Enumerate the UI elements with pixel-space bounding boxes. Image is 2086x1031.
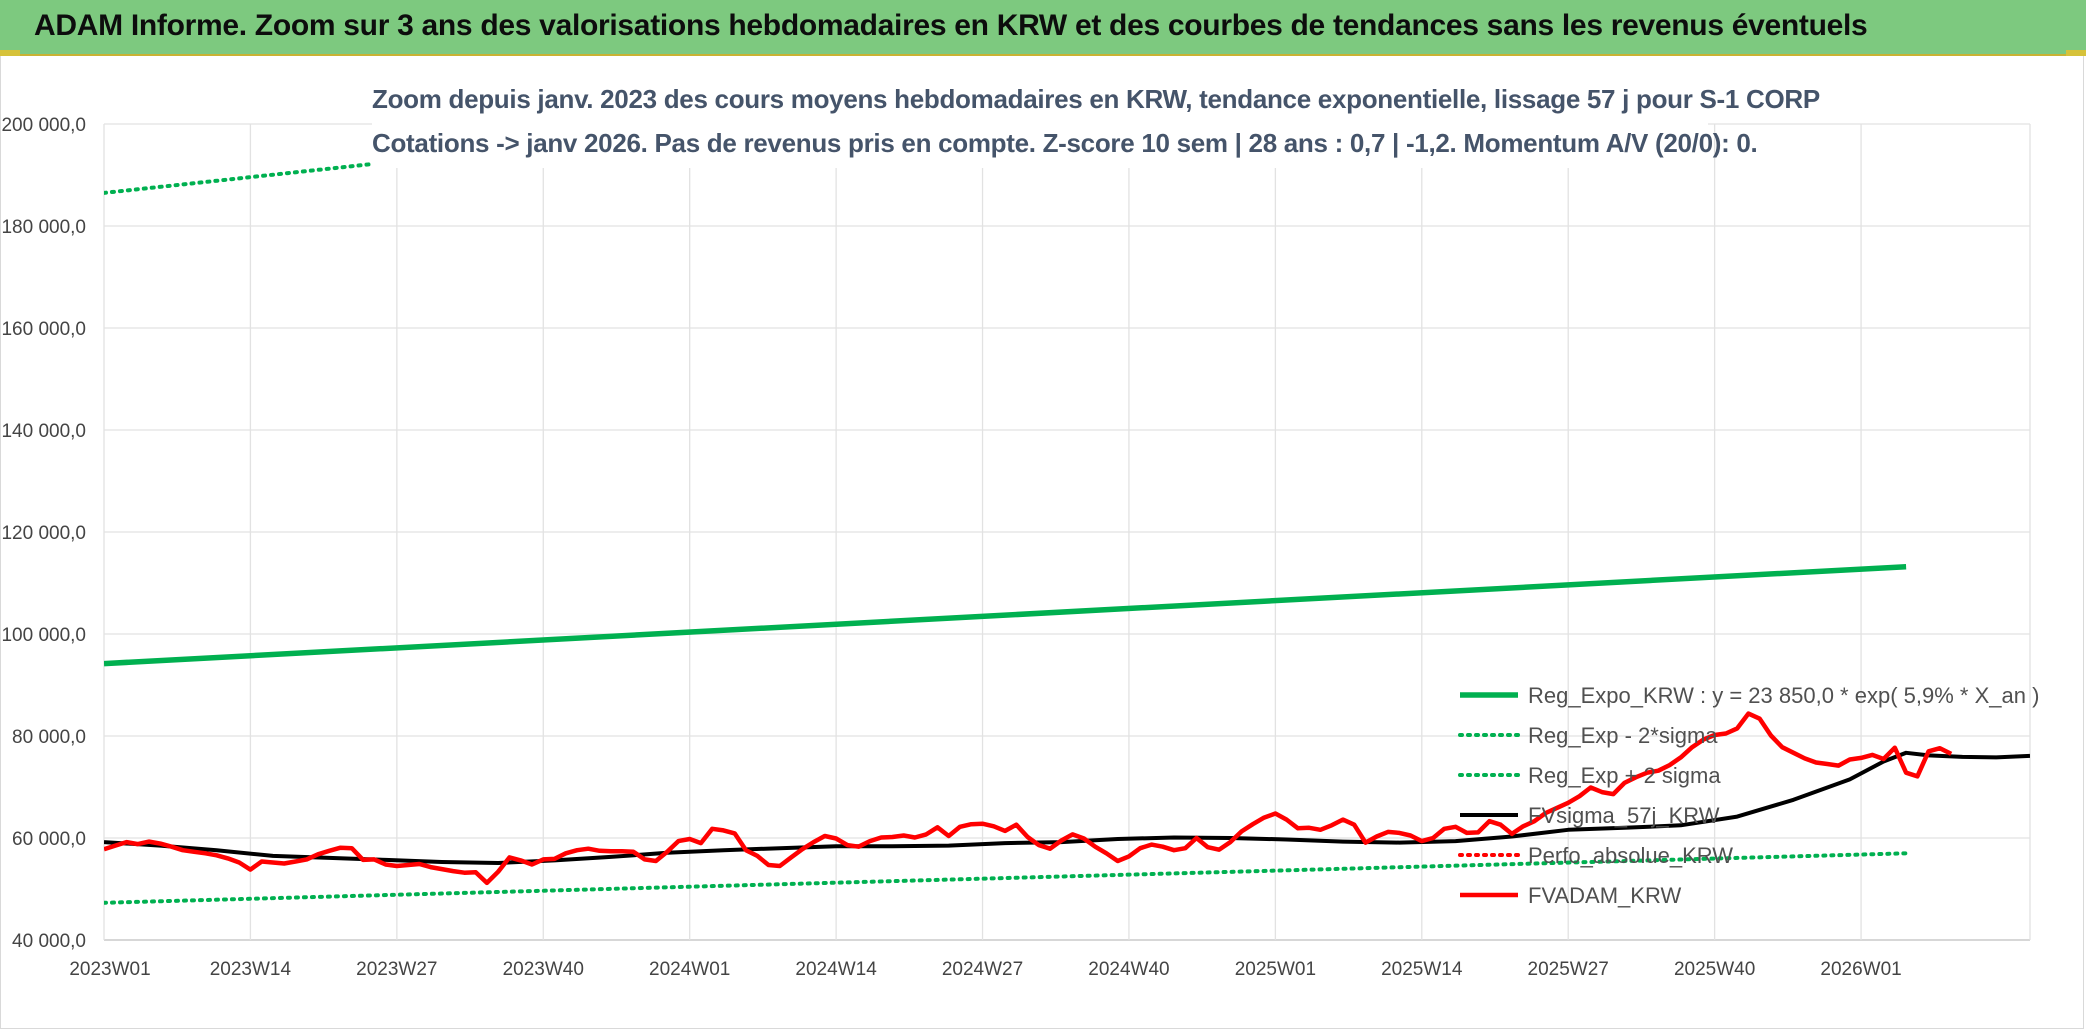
- legend-label: Reg_Expo_KRW : y = 23 850,0 * exp( 5,9% …: [1528, 683, 2039, 708]
- y-tick-label: 120 000,0: [1, 523, 86, 544]
- x-tick-label: 2025W27: [1528, 959, 1609, 980]
- legend-label: Perfo_absolue_KRW: [1528, 843, 1733, 868]
- y-tick-label: 160 000,0: [1, 319, 86, 340]
- chart-subtitle-line1: Zoom depuis janv. 2023 des cours moyens …: [372, 84, 1820, 114]
- legend-label: Reg_Exp - 2*sigma: [1528, 723, 1718, 748]
- legend-label: Reg_Exp + 2 sigma: [1528, 763, 1721, 788]
- legend-label: FVADAM_KRW: [1528, 883, 1681, 908]
- chart-legend: Reg_Expo_KRW : y = 23 850,0 * exp( 5,9% …: [1458, 683, 2039, 908]
- chart-subtitle-line2: Cotations -> janv 2026. Pas de revenus p…: [372, 128, 1758, 158]
- series-line: [104, 563, 1907, 667]
- page-title: ADAM Informe. Zoom sur 3 ans des valoris…: [34, 9, 1868, 42]
- series-line: [104, 851, 1909, 905]
- y-tick-label: 180 000,0: [1, 217, 86, 238]
- y-tick-label: 80 000,0: [12, 727, 86, 748]
- series-line: [104, 711, 1953, 886]
- y-tick-label: 140 000,0: [1, 421, 86, 442]
- x-tick-label: 2024W01: [649, 959, 730, 980]
- y-tick-label: 60 000,0: [12, 829, 86, 850]
- x-tick-label: 2025W40: [1674, 959, 1755, 980]
- legend-label: FVsigma_57j_KRW: [1528, 803, 1720, 828]
- y-axis-labels: 40 000,0 60 000,0 80 000,0 100 000,0 120 000…: [1, 115, 86, 952]
- chart-subtitle-box: Zoom depuis janv. 2023 des cours moyens …: [372, 76, 1820, 168]
- y-tick-label: 40 000,0: [12, 931, 86, 952]
- x-tick-label: 2024W27: [942, 959, 1023, 980]
- x-tick-label: 2023W27: [356, 959, 437, 980]
- x-tick-label: 2025W01: [1235, 959, 1316, 980]
- title-banner: ADAM Informe. Zoom sur 3 ans des valoris…: [0, 0, 2086, 56]
- chart-grid: [103, 123, 2031, 941]
- x-tick-label: 2023W01: [69, 959, 150, 980]
- x-axis-labels: 2023W01 2023W14 2023W27 2023W40 2024W01 2024W…: [69, 959, 1901, 980]
- x-tick-label: 2024W40: [1088, 959, 1169, 980]
- x-tick-label: 2023W40: [503, 959, 584, 980]
- x-tick-label: 2024W14: [795, 959, 877, 980]
- series-line: [104, 750, 2030, 865]
- y-tick-label: 200 000,0: [1, 115, 86, 136]
- y-tick-label: 100 000,0: [1, 625, 86, 646]
- corner-mark-left: [0, 50, 20, 56]
- x-tick-label: 2026W01: [1820, 959, 1901, 980]
- corner-mark-right: [2066, 50, 2086, 56]
- x-tick-label: 2023W14: [210, 959, 292, 980]
- x-tick-label: 2025W14: [1381, 959, 1463, 980]
